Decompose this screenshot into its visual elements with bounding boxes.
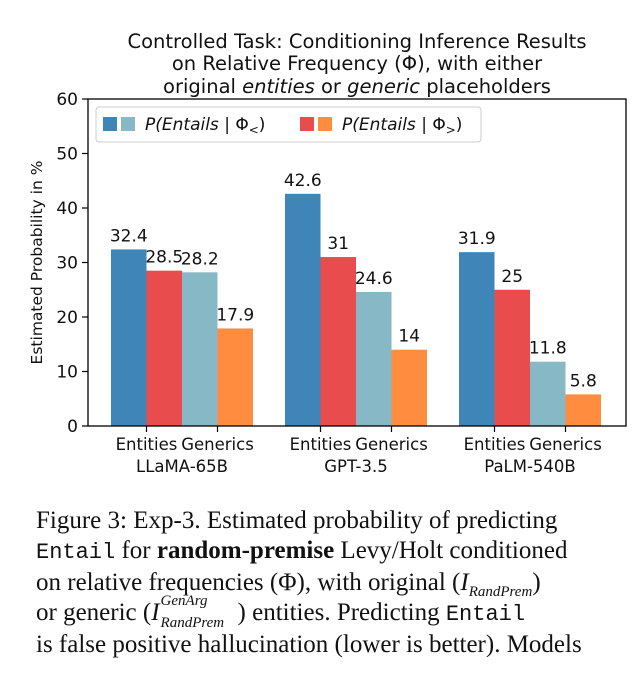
legend-label-part: ) bbox=[456, 115, 463, 135]
bar bbox=[494, 289, 530, 426]
bar-value-label: 31.9 bbox=[458, 229, 496, 249]
bar bbox=[217, 328, 253, 426]
bars-layer bbox=[111, 193, 601, 426]
figure-caption: Figure 3: Exp-3. Estimated probability o… bbox=[36, 506, 632, 660]
chart-title-part: placeholders bbox=[420, 75, 551, 98]
bar bbox=[111, 249, 147, 426]
x-subgroup-label: Generics bbox=[355, 435, 428, 454]
x-subgroup-label: Generics bbox=[529, 435, 602, 454]
caption-entail-2: Entail bbox=[445, 602, 526, 627]
plot-frame bbox=[87, 98, 627, 427]
bar-value-label: 25 bbox=[501, 267, 523, 287]
caption-text-6: or generic ( bbox=[36, 599, 152, 626]
chart-title-part: generic bbox=[347, 75, 420, 98]
chart-figure: Controlled Task: Conditioning Inference … bbox=[28, 30, 627, 476]
chart-title-line-2: on Relative Frequency (Φ), with either bbox=[172, 52, 543, 75]
legend-swatch bbox=[318, 117, 332, 131]
caption-text-2: for bbox=[115, 537, 157, 564]
chart-title-line-3: original entities or generic placeholder… bbox=[163, 75, 551, 98]
bar-value-label: 42.6 bbox=[284, 171, 322, 191]
legend-box bbox=[95, 106, 482, 143]
legend-swatch bbox=[300, 117, 314, 131]
chart-title-part: entities bbox=[242, 75, 315, 98]
x-group-label: PaLM-540B bbox=[484, 457, 576, 476]
caption-figure-label: Figure 3: bbox=[36, 507, 127, 534]
caption-entail-1: Entail bbox=[36, 540, 116, 565]
chart-title-part: or bbox=[315, 75, 347, 98]
y-tick-label: 60 bbox=[56, 90, 78, 110]
legend-label-part: Entails bbox=[162, 115, 219, 135]
caption-text-7: ) entities. Predicting bbox=[237, 599, 446, 626]
caption-math-i-1: I bbox=[460, 569, 469, 596]
legend-label-sub: > bbox=[446, 123, 456, 137]
legend-swatch bbox=[121, 117, 135, 131]
x-subgroup-label: Entities bbox=[464, 435, 526, 454]
caption-sup-genarg: GenArg bbox=[160, 593, 208, 609]
bar-value-label: 24.6 bbox=[355, 269, 393, 289]
caption-math-i-2: I bbox=[151, 599, 160, 626]
bar bbox=[391, 349, 427, 426]
y-axis: 0 10 20 30 40 50 60 Estimated Probability in % bbox=[28, 90, 88, 437]
y-tick-label: 10 bbox=[56, 363, 78, 383]
bar bbox=[146, 270, 182, 426]
legend-label-sub: < bbox=[249, 123, 259, 137]
caption-bold-random-premise: random-premise bbox=[156, 537, 335, 564]
legend-label: P(Entails | Φ<) bbox=[145, 115, 265, 137]
x-group-label: LLaMA-65B bbox=[136, 457, 228, 476]
bar-value-label: 17.9 bbox=[216, 305, 254, 325]
chart-title-line-1: Controlled Task: Conditioning Inference … bbox=[128, 30, 587, 53]
y-tick-label: 20 bbox=[56, 308, 78, 328]
bar bbox=[182, 272, 218, 426]
bar-value-labels: 32.428.528.2 17.9 42.6 31 24.6 14 31.925 11.85.… bbox=[110, 171, 597, 392]
y-tick-label: 0 bbox=[67, 417, 78, 437]
x-subgroup-label: Entities bbox=[290, 435, 352, 454]
x-group-label: GPT-3.5 bbox=[324, 457, 388, 476]
bar-value-label: 28.5 bbox=[145, 248, 183, 268]
bar-value-label: 11.8 bbox=[529, 339, 567, 359]
caption-math-scripts: GenArg RandPrem bbox=[160, 593, 238, 631]
chart-legend: P(Entails | Φ<) P(Entails | Φ>) bbox=[95, 106, 482, 143]
legend-label-part: | bbox=[219, 115, 236, 135]
legend-label-part: | bbox=[416, 115, 433, 135]
caption-text-8: is false positive hallucination (lower i… bbox=[36, 631, 582, 658]
bar bbox=[356, 291, 392, 426]
legend-label: P(Entails | Φ>) bbox=[342, 115, 462, 137]
bar bbox=[459, 252, 495, 426]
caption-text-1: Exp-3. Estimated probability of predicti… bbox=[126, 507, 558, 534]
bar bbox=[285, 193, 321, 426]
caption-text-3: Levy/Holt conditioned bbox=[334, 537, 568, 564]
y-tick-label: 50 bbox=[56, 145, 78, 165]
x-subgroup-label: Entities bbox=[116, 435, 178, 454]
legend-swatch bbox=[103, 117, 117, 131]
caption-text-4: on relative frequencies (Φ), with origin… bbox=[36, 569, 461, 596]
y-tick-label: 30 bbox=[56, 254, 78, 274]
legend-label-part: Entails bbox=[359, 115, 416, 135]
y-axis-label: Estimated Probability in % bbox=[28, 161, 46, 365]
legend-label-part: P( bbox=[145, 115, 163, 135]
chart-title: Controlled Task: Conditioning Inference … bbox=[128, 30, 587, 98]
bar bbox=[565, 394, 601, 426]
caption-sub-randprem-2: RandPrem bbox=[160, 615, 225, 631]
caption-sub-randprem-1: RandPrem bbox=[468, 584, 533, 600]
bar bbox=[530, 361, 566, 426]
bar-value-label: 32.4 bbox=[110, 226, 148, 246]
legend-label-part: Φ bbox=[432, 115, 445, 135]
caption-text-5: ) bbox=[532, 569, 541, 596]
bar-value-label: 31 bbox=[327, 234, 349, 254]
legend-label-part: Φ bbox=[235, 115, 248, 135]
bar bbox=[320, 257, 356, 426]
legend-label-part: P( bbox=[342, 115, 360, 135]
legend-label-part: ) bbox=[259, 115, 266, 135]
y-tick-label: 40 bbox=[56, 199, 78, 219]
x-subgroup-label: Generics bbox=[181, 435, 254, 454]
bar-value-label: 14 bbox=[398, 327, 420, 347]
bar-value-label: 5.8 bbox=[570, 371, 597, 391]
bar-value-label: 28.2 bbox=[181, 249, 219, 269]
chart-title-part: original bbox=[163, 75, 242, 98]
